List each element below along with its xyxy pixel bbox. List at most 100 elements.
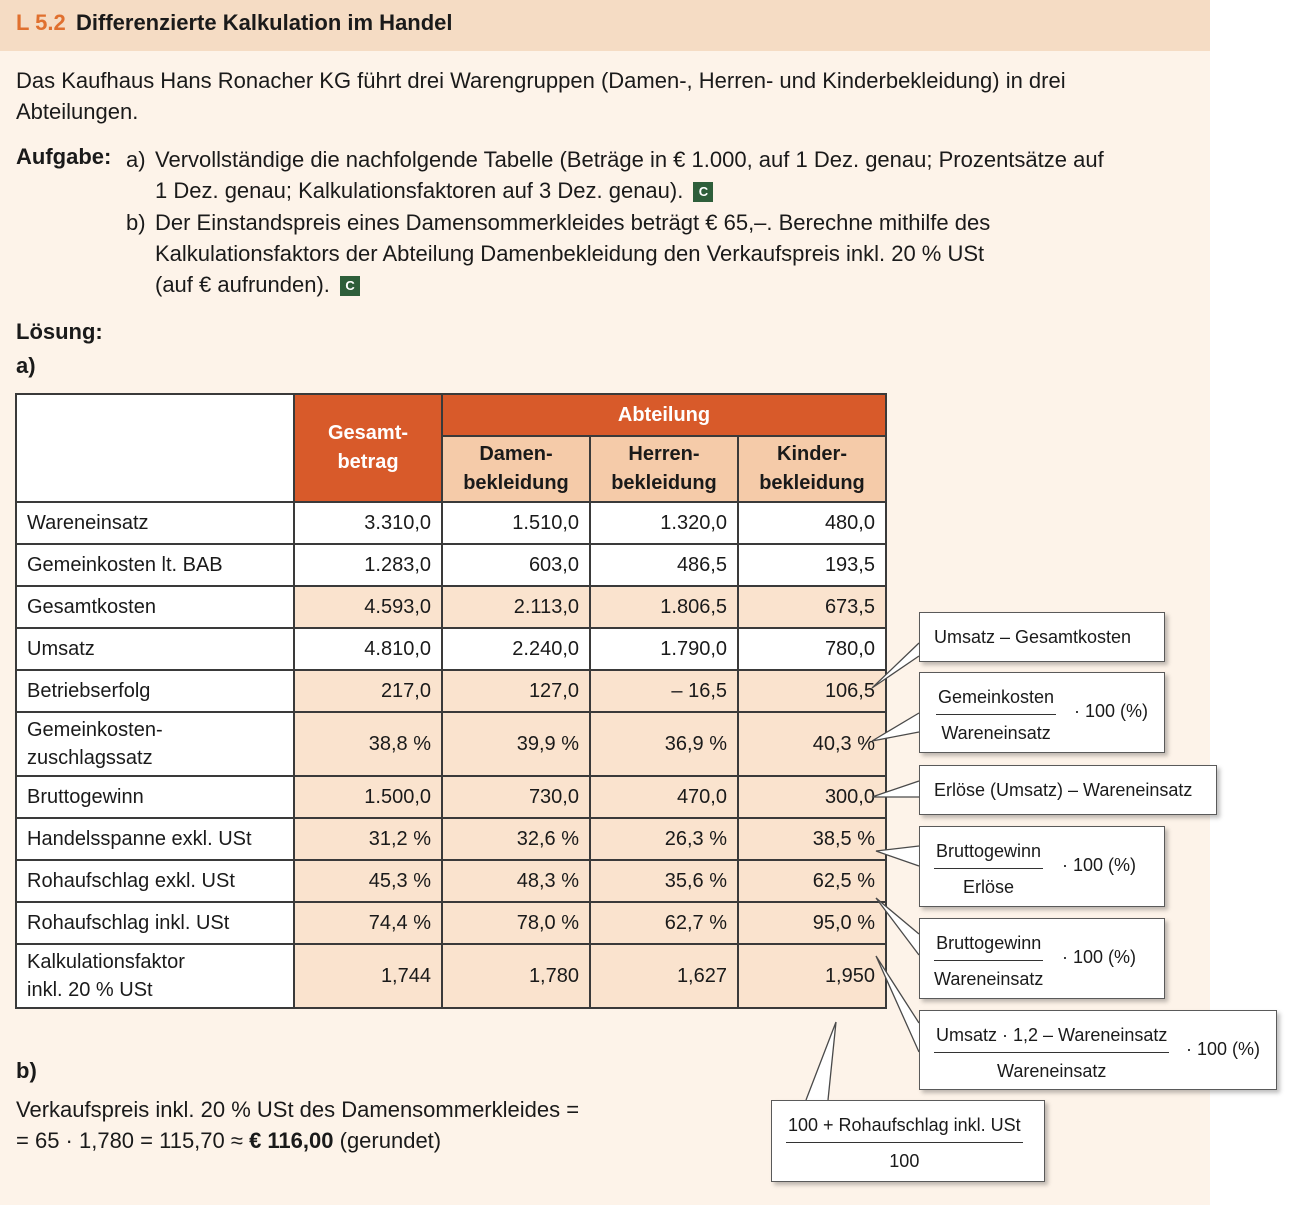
connector-line (871, 780, 920, 798)
table-row: Gesamtkosten 4.593,0 2.113,0 1.806,5 673… (15, 585, 887, 629)
cell: 4.593,0 (293, 585, 443, 629)
cell: 480,0 (737, 501, 887, 545)
callout-kalkulationsfaktor: 100 + Rohaufschlag inkl. USt 100 (771, 1100, 1045, 1182)
formula-fraction: Gemeinkosten Wareneinsatz (936, 687, 1057, 743)
row-label: Rohaufschlag inkl. USt (15, 901, 295, 945)
cell: 35,6 % (589, 859, 739, 903)
callout-betriebserfolg: Umsatz – Gesamtkosten (919, 612, 1165, 662)
solution-heading: Lösung: (16, 319, 103, 344)
table-row: Gemeinkosten-zuschlagssatz 38,8 % 39,9 %… (15, 711, 887, 777)
cell: 40,3 % (737, 711, 887, 777)
cell: 3.310,0 (293, 501, 443, 545)
part-b-line1: Verkaufspreis inkl. 20 % USt des Damenso… (16, 1097, 580, 1122)
table-row: Handelsspanne exkl. USt 31,2 % 32,6 % 26… (15, 817, 887, 861)
row-label: Wareneinsatz (15, 501, 295, 545)
competence-badge: C (340, 276, 361, 297)
cell: 470,0 (589, 775, 739, 819)
cell: 106,5 (737, 669, 887, 713)
formula-fraction: 100 + Rohaufschlag inkl. USt 100 (786, 1115, 1023, 1171)
cell: 38,8 % (293, 711, 443, 777)
table-row: Rohaufschlag inkl. USt 74,4 % 78,0 % 62,… (15, 901, 887, 945)
connector-line (871, 642, 920, 689)
cell: 45,3 % (293, 859, 443, 903)
row-label: Bruttogewinn (15, 775, 295, 819)
cell: – 16,5 (589, 669, 739, 713)
cell: 127,0 (441, 669, 591, 713)
cell: 95,0 % (737, 901, 887, 945)
cell: 62,7 % (589, 901, 739, 945)
formula-fraction: Bruttogewinn Erlöse (934, 841, 1044, 897)
cell: 48,3 % (441, 859, 591, 903)
connector-line (871, 712, 920, 742)
cell: 1.500,0 (293, 775, 443, 819)
table-row: Wareneinsatz 3.310,0 1.510,0 1.320,0 480… (15, 501, 887, 545)
cell: 217,0 (293, 669, 443, 713)
cell: 780,0 (737, 627, 887, 671)
task-b-label: b) (126, 210, 146, 235)
table-corner (15, 393, 295, 503)
cell: 74,4 % (293, 901, 443, 945)
intro-text: Das Kaufhaus Hans Ronacher KG führt drei… (16, 68, 1066, 124)
cell: 38,5 % (737, 817, 887, 861)
cell: 1,950 (737, 943, 887, 1009)
cell: 1.283,0 (293, 543, 443, 587)
cell: 1.320,0 (589, 501, 739, 545)
cell: 1,780 (441, 943, 591, 1009)
cell: 486,5 (589, 543, 739, 587)
section-number: L 5.2 (16, 10, 66, 35)
callout-text: Umsatz – Gesamtkosten (934, 627, 1132, 647)
gesamt-header: Gesamt-betrag (293, 393, 443, 503)
formula-factor: · 100 (%) (1062, 947, 1137, 967)
solution-a-label: a) (16, 353, 36, 378)
callout-rohaufschlag-exkl: Bruttogewinn Wareneinsatz · 100 (%) (919, 918, 1165, 999)
row-label: Rohaufschlag exkl. USt (15, 859, 295, 903)
cell: 300,0 (737, 775, 887, 819)
result-value: € 116,00 (249, 1128, 334, 1153)
table-row: Betriebserfolg 217,0 127,0 – 16,5 106,5 (15, 669, 887, 713)
cell: 4.810,0 (293, 627, 443, 671)
cell: 62,5 % (737, 859, 887, 903)
callout-gemeinkostenzuschlag: Gemeinkosten Wareneinsatz · 100 (%) (919, 672, 1165, 753)
formula-factor: · 100 (%) (1186, 1039, 1261, 1059)
task-b-line3: (auf € aufrunden). (155, 272, 330, 297)
task-label: Aufgabe: (16, 144, 112, 169)
callout-rohaufschlag-inkl: Umsatz · 1,2 – Wareneinsatz Wareneinsatz … (919, 1010, 1277, 1090)
cell: 1,627 (589, 943, 739, 1009)
row-label: Kalkulationsfaktor inkl. 20 % USt (15, 943, 295, 1009)
row-label: Gesamtkosten (15, 585, 295, 629)
cell: 2.240,0 (441, 627, 591, 671)
callout-text: Erlöse (Umsatz) – Wareneinsatz (934, 780, 1193, 800)
row-label: Betriebserfolg (15, 669, 295, 713)
section-header: L 5.2 Differenzierte Kalkulation im Hand… (0, 0, 1210, 51)
header-kinder: Kinder-bekleidung (737, 435, 887, 503)
formula-factor: · 100 (%) (1074, 701, 1149, 721)
cell: 673,5 (737, 585, 887, 629)
cell: 31,2 % (293, 817, 443, 861)
callout-handelsspanne: Bruttogewinn Erlöse · 100 (%) (919, 826, 1165, 907)
connector-line (805, 1021, 837, 1101)
task-b: b) Der Einstandspreis eines Damensommerk… (126, 207, 1186, 307)
task-b-text: Der Einstandspreis eines Damensommerklei… (155, 207, 990, 300)
cell: 1.806,5 (589, 585, 739, 629)
row-label: Gemeinkosten lt. BAB (15, 543, 295, 587)
table-row: Rohaufschlag exkl. USt 45,3 % 48,3 % 35,… (15, 859, 887, 903)
cell: 36,9 % (589, 711, 739, 777)
calculation-table: Gesamt-betrag Abteilung Damen-bekleidung… (15, 393, 887, 1009)
header-damen: Damen-bekleidung (441, 435, 591, 503)
formula-fraction: Umsatz · 1,2 – Wareneinsatz Wareneinsatz (934, 1025, 1170, 1081)
task-a-text: Vervollständige die nachfolgende Tabelle… (155, 144, 1104, 206)
table-row: Gemeinkosten lt. BAB 1.283,0 603,0 486,5… (15, 543, 887, 587)
connector-line (875, 897, 920, 956)
task-b-line1: Der Einstandspreis eines Damensommerklei… (155, 210, 991, 235)
task-a-line1: Vervollständige die nachfolgende Tabelle… (155, 147, 1104, 172)
cell: 1.510,0 (441, 501, 591, 545)
connector-line (875, 845, 920, 867)
table-row: Kalkulationsfaktor inkl. 20 % USt 1,744 1… (15, 943, 887, 1009)
task-a-line2: 1 Dez. genau; Kalkulationsfaktoren auf 3… (155, 178, 684, 203)
task-b-line2: Kalkulationsfaktors der Abteilung Damenb… (155, 241, 985, 266)
callout-bruttogewinn: Erlöse (Umsatz) – Wareneinsatz (919, 765, 1217, 815)
cell: 193,5 (737, 543, 887, 587)
cell: 1,744 (293, 943, 443, 1009)
table-row: Umsatz 4.810,0 2.240,0 1.790,0 780,0 (15, 627, 887, 671)
